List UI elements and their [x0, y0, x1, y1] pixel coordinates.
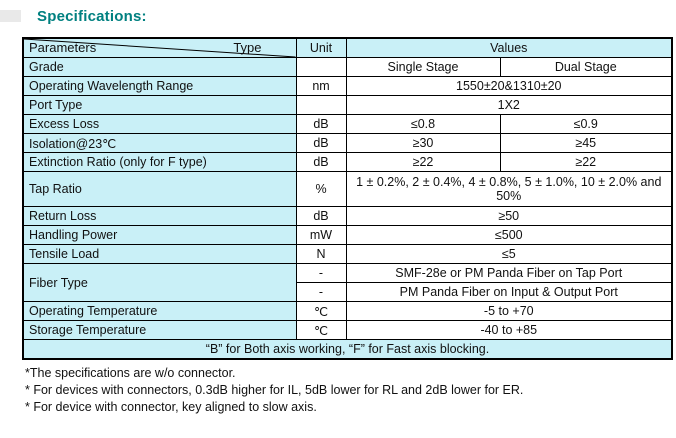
param-return-loss: Return Loss [22, 206, 297, 226]
value-tensile-load: ≤5 [345, 244, 673, 264]
table-row-fiber-type-1: Fiber Type - SMF-28e or PM Panda Fiber o… [22, 263, 673, 302]
unit-isolation: dB [295, 133, 347, 153]
value-fiber-type-tap-port: SMF-28e or PM Panda Fiber on Tap Port [345, 263, 673, 283]
unit-tensile-load: N [295, 244, 347, 264]
param-excess-loss: Excess Loss [22, 114, 297, 134]
value-excess-loss-dual: ≤0.9 [499, 114, 673, 134]
header-row: Type Parameters Unit Values [22, 37, 673, 58]
header-values: Values [345, 37, 673, 58]
param-extinction-ratio: Extinction Ratio (only for F type) [22, 152, 297, 172]
specifications-table: Type Parameters Unit Values Grade Single… [22, 37, 674, 360]
table-row-tensile-load: Tensile Load N ≤5 [22, 244, 673, 264]
value-grade-single: Single Stage [345, 57, 501, 77]
param-port-type: Port Type [22, 95, 297, 115]
footnote-3: * For device with connector, key aligned… [25, 400, 317, 414]
type-parameters-diagonal-cell: Type Parameters [22, 37, 297, 58]
unit-grade [295, 57, 347, 77]
value-extinction-ratio-single: ≥22 [345, 152, 501, 172]
table-footer-row: “B” for Both axis working, “F” for Fast … [22, 339, 673, 360]
value-grade-dual: Dual Stage [499, 57, 673, 77]
unit-operating-temperature: ℃ [295, 301, 347, 321]
table-row-operating-temperature: Operating Temperature ℃ -5 to +70 [22, 301, 673, 321]
value-port-type: 1X2 [345, 95, 673, 115]
param-tap-ratio: Tap Ratio [22, 171, 297, 207]
header-parameters-label: Parameters [29, 40, 97, 55]
unit-excess-loss: dB [295, 114, 347, 134]
value-excess-loss-single: ≤0.8 [345, 114, 501, 134]
value-handling-power: ≤500 [345, 225, 673, 245]
footnote-1: *The specifications are w/o connector. [25, 366, 236, 380]
table-row-grade: Grade Single Stage Dual Stage [22, 57, 673, 77]
value-wavelength: 1550±20&1310±20 [345, 76, 673, 96]
page-title: Specifications: [37, 8, 147, 25]
value-storage-temperature: -40 to +85 [345, 320, 673, 340]
value-isolation-dual: ≥45 [499, 133, 673, 153]
diagonal-line [24, 39, 296, 57]
param-tensile-load: Tensile Load [22, 244, 297, 264]
value-isolation-single: ≥30 [345, 133, 501, 153]
unit-wavelength: nm [295, 76, 347, 96]
table-row-isolation: Isolation@23℃ dB ≥30 ≥45 [22, 133, 673, 153]
param-operating-temperature: Operating Temperature [22, 301, 297, 321]
value-tap-ratio: 1 ± 0.2%, 2 ± 0.4%, 4 ± 0.8%, 5 ± 1.0%, … [345, 171, 673, 207]
footnote-2: * For devices with connectors, 0.3dB hig… [25, 383, 524, 397]
param-handling-power: Handling Power [22, 225, 297, 245]
param-isolation: Isolation@23℃ [22, 133, 297, 153]
unit-storage-temperature: ℃ [295, 320, 347, 340]
table-row-wavelength: Operating Wavelength Range nm 1550±20&13… [22, 76, 673, 96]
value-extinction-ratio-dual: ≥22 [499, 152, 673, 172]
value-fiber-type-io-port: PM Panda Fiber on Input & Output Port [345, 282, 673, 302]
header-type-label: Type [233, 40, 262, 55]
scan-artifact [0, 10, 21, 22]
unit-return-loss: dB [295, 206, 347, 226]
header-unit: Unit [295, 37, 347, 58]
table-row-fiber-type-2: - PM Panda Fiber on Input & Output Port [23, 282, 673, 302]
axis-note: “B” for Both axis working, “F” for Fast … [22, 339, 673, 360]
param-fiber-type: Fiber Type [22, 263, 297, 302]
param-grade: Grade [22, 57, 297, 77]
param-wavelength: Operating Wavelength Range [22, 76, 297, 96]
table-row-storage-temperature: Storage Temperature ℃ -40 to +85 [22, 320, 673, 340]
table-row-port-type: Port Type 1X2 [22, 95, 673, 115]
table-row-extinction-ratio: Extinction Ratio (only for F type) dB ≥2… [22, 152, 673, 172]
unit-extinction-ratio: dB [295, 152, 347, 172]
value-operating-temperature: -5 to +70 [345, 301, 673, 321]
table-row-handling-power: Handling Power mW ≤500 [22, 225, 673, 245]
table-row-return-loss: Return Loss dB ≥50 [22, 206, 673, 226]
param-storage-temperature: Storage Temperature [22, 320, 297, 340]
value-return-loss: ≥50 [345, 206, 673, 226]
unit-tap-ratio: % [295, 171, 347, 207]
unit-handling-power: mW [295, 225, 347, 245]
unit-fiber-type-1: - [295, 263, 347, 283]
table-row-tap-ratio: Tap Ratio % 1 ± 0.2%, 2 ± 0.4%, 4 ± 0.8%… [22, 171, 673, 207]
table-row-excess-loss: Excess Loss dB ≤0.8 ≤0.9 [22, 114, 673, 134]
unit-port-type [295, 95, 347, 115]
footnotes: *The specifications are w/o connector. *… [25, 365, 676, 416]
unit-fiber-type-2: - [295, 282, 347, 302]
